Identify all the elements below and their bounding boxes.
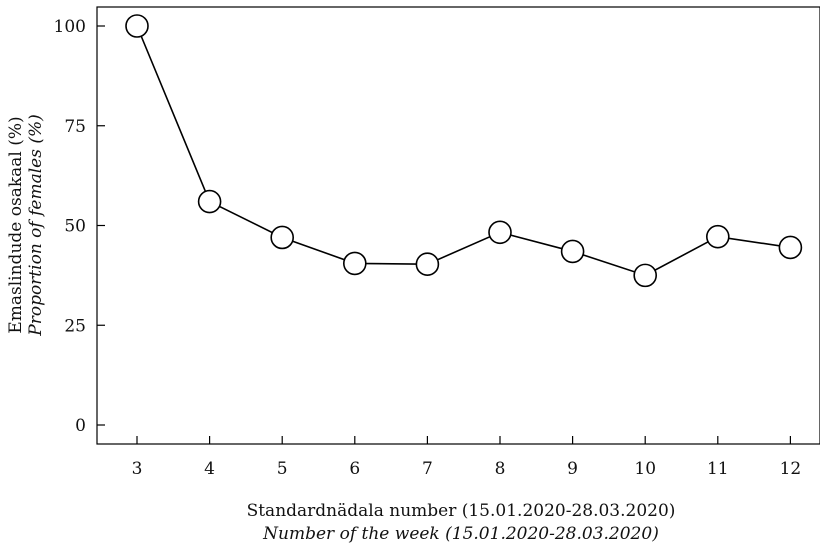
x-tick-label: 7 [422,459,433,479]
x-tick-label: 10 [634,459,656,479]
x-tick-label: 9 [567,459,578,479]
x-axis-title-secondary: Number of the week (15.01.2020-28.03.202… [262,524,659,544]
y-axis-title-secondary: Proportion of females (%) [26,114,46,336]
data-point [342,251,367,276]
y-tick-label: 75 [64,117,86,137]
x-tick-label: 6 [349,459,360,479]
x-axis: 3 4 5 6 7 8 9 10 11 12 [132,436,802,479]
x-tick-label: 5 [277,459,288,479]
y-tick-label: 100 [54,17,86,37]
data-point [633,263,658,288]
data-point [415,252,440,277]
data-point [705,224,730,249]
y-axis-title: Emaslindude osakaal (%) [6,116,26,333]
x-tick-label: 4 [204,459,215,479]
data-point [270,225,295,250]
x-tick-label: 11 [707,459,729,479]
data-point [560,239,585,264]
series-line [136,25,791,277]
y-axis: 0 25 50 75 100 [54,17,105,436]
data-point [125,14,149,38]
x-tick-label: 8 [495,459,506,479]
y-tick-label: 0 [75,416,86,436]
y-tick-label: 25 [64,316,86,336]
series-group [125,14,803,288]
data-point [488,220,512,245]
y-tick-label: 50 [64,217,86,237]
x-axis-title: Standardnädala number (15.01.2020-28.03.… [247,501,676,521]
x-tick-label: 12 [780,459,802,479]
plot-frame [96,6,820,445]
data-point [778,235,803,260]
data-point [197,189,222,214]
x-tick-label: 3 [132,459,143,479]
